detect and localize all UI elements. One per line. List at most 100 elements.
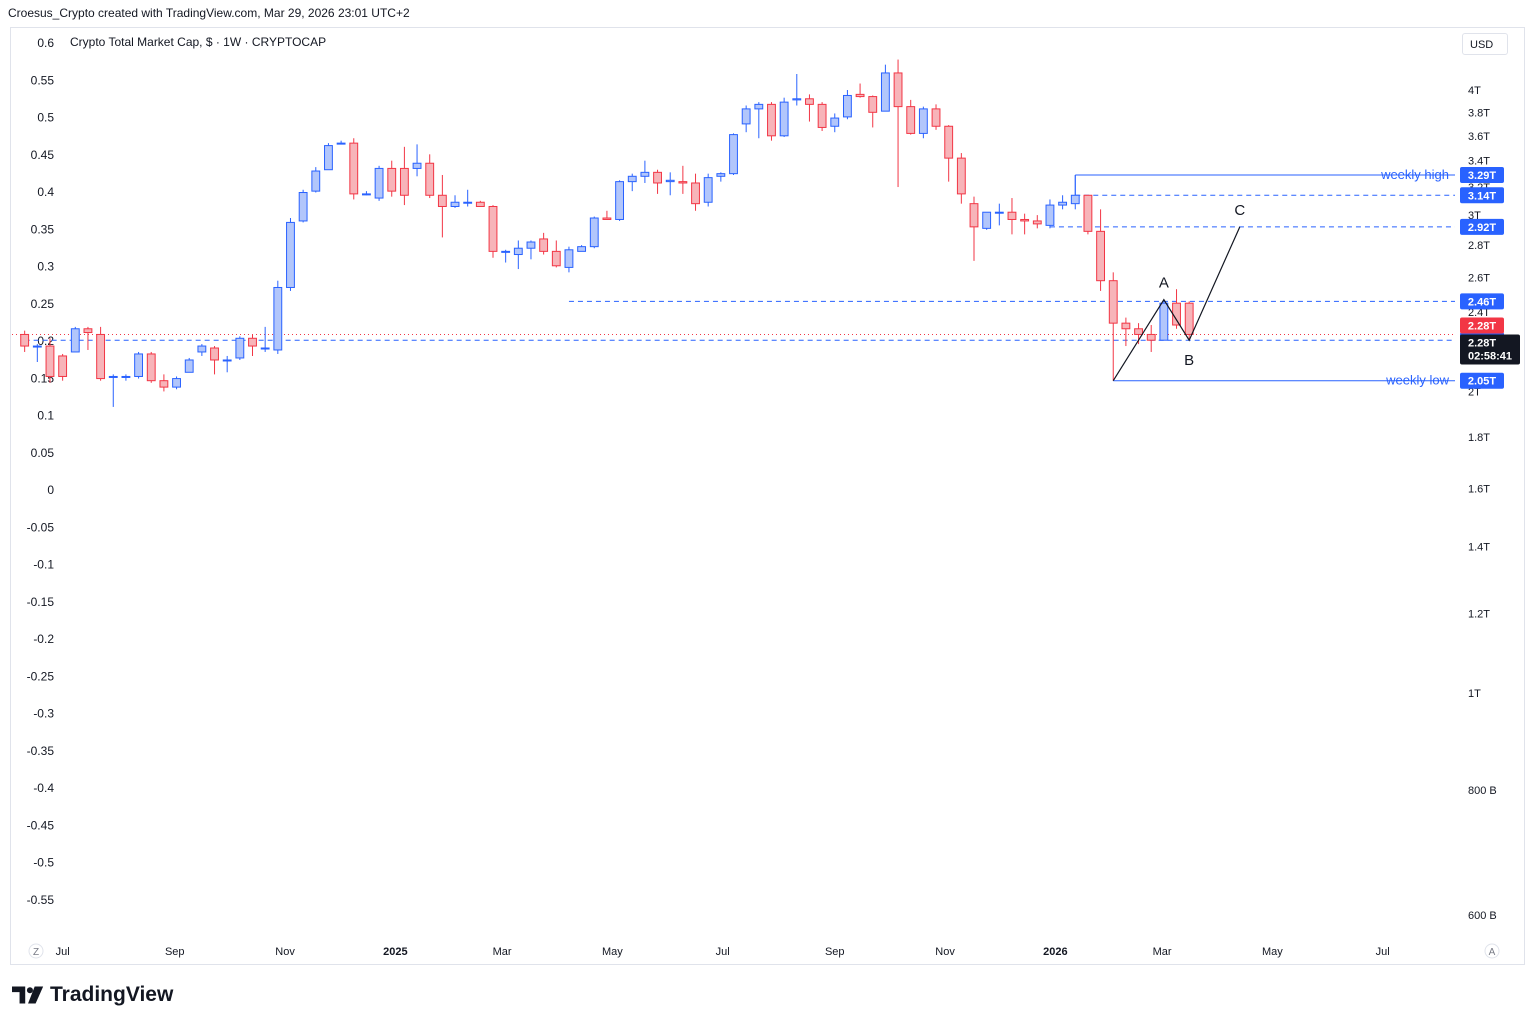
candle[interactable] [336, 140, 346, 145]
candle[interactable] [627, 173, 637, 192]
candle[interactable] [551, 240, 561, 268]
candle[interactable] [298, 189, 308, 223]
candle[interactable] [1020, 213, 1030, 235]
currency-selector[interactable]: USD [1462, 33, 1508, 55]
candle[interactable] [1146, 325, 1156, 352]
candle[interactable] [754, 102, 764, 139]
candle[interactable] [1045, 199, 1055, 229]
candle[interactable] [425, 154, 435, 199]
candle[interactable] [577, 245, 587, 252]
candle[interactable] [1108, 272, 1118, 381]
candle[interactable] [387, 160, 397, 197]
candle[interactable] [678, 165, 688, 194]
candle[interactable] [1032, 215, 1042, 229]
candle[interactable] [956, 153, 966, 204]
candle[interactable] [222, 355, 232, 373]
chart-title[interactable]: Crypto Total Market Cap, $ · 1W · CRYPTO… [70, 35, 327, 49]
candle[interactable] [235, 336, 245, 360]
candle[interactable] [20, 330, 30, 352]
candle[interactable] [1159, 299, 1169, 341]
candle[interactable] [146, 351, 156, 383]
candle[interactable] [564, 246, 574, 273]
candle[interactable] [488, 205, 498, 258]
candle[interactable] [805, 94, 814, 122]
candle[interactable] [868, 95, 878, 128]
candle[interactable] [716, 172, 726, 182]
candle[interactable] [691, 173, 700, 211]
candle[interactable] [589, 216, 599, 249]
horizontal-levels[interactable]: weekly high weekly low [12, 167, 1455, 388]
candle[interactable] [931, 104, 941, 130]
candle[interactable] [1121, 317, 1131, 347]
candle[interactable] [1172, 289, 1181, 329]
candle[interactable] [817, 102, 827, 132]
candle[interactable] [349, 138, 359, 200]
candle[interactable] [653, 169, 662, 194]
candle[interactable] [197, 344, 207, 356]
candle[interactable] [1096, 209, 1106, 291]
candle[interactable] [399, 146, 409, 206]
tradingview-logo[interactable]: TradingView [12, 983, 173, 1007]
candle[interactable] [96, 326, 106, 381]
candle[interactable] [58, 353, 68, 381]
candle[interactable] [539, 232, 549, 255]
candle[interactable] [260, 326, 270, 352]
candle[interactable] [210, 346, 219, 375]
candle[interactable] [463, 189, 473, 207]
candle[interactable] [475, 200, 485, 207]
candle[interactable] [855, 83, 865, 98]
candle[interactable] [830, 113, 840, 133]
auto-scale-left-button[interactable] [28, 943, 44, 959]
candle[interactable] [159, 374, 169, 392]
auto-scale-right-button[interactable] [1484, 943, 1500, 959]
candle[interactable] [640, 160, 650, 183]
candle[interactable] [880, 64, 890, 112]
candle[interactable] [184, 357, 194, 373]
candle[interactable] [83, 326, 93, 350]
candle[interactable] [1007, 198, 1017, 235]
candle[interactable] [1070, 174, 1080, 210]
candle[interactable] [602, 210, 612, 220]
candle[interactable] [779, 97, 789, 138]
wave-path[interactable] [1112, 226, 1241, 382]
time-axis[interactable]: Jul Sep Nov 2025 Mar May Jul Sep Nov 2026 Mar May Ju… [56, 946, 1390, 958]
candle[interactable] [1083, 194, 1093, 235]
candle[interactable] [437, 174, 447, 238]
candle[interactable] [412, 144, 422, 177]
candle[interactable] [944, 125, 954, 182]
candle[interactable] [32, 344, 42, 363]
candle[interactable] [324, 143, 333, 171]
candle[interactable] [513, 240, 523, 270]
candle[interactable] [842, 90, 852, 120]
candle[interactable] [918, 106, 928, 139]
candle[interactable] [741, 105, 751, 133]
candle[interactable] [286, 218, 295, 291]
candle[interactable] [526, 240, 536, 260]
candle[interactable] [665, 172, 675, 196]
candle[interactable] [969, 196, 979, 261]
candle[interactable] [450, 195, 460, 208]
candle[interactable] [172, 376, 181, 390]
candle[interactable] [703, 173, 713, 207]
candle[interactable] [121, 374, 131, 381]
candle[interactable] [792, 73, 802, 106]
candle[interactable] [729, 133, 738, 175]
candle[interactable] [982, 211, 992, 230]
candle[interactable] [108, 374, 118, 407]
candle[interactable] [501, 249, 511, 263]
candle[interactable] [1184, 301, 1194, 341]
candle[interactable] [994, 203, 1004, 226]
candle[interactable] [1058, 195, 1068, 210]
candle[interactable] [248, 334, 257, 356]
candle[interactable] [70, 326, 80, 353]
candle[interactable] [45, 338, 55, 383]
candle[interactable] [311, 167, 321, 193]
candle[interactable] [374, 165, 384, 201]
candle[interactable] [273, 280, 283, 354]
candle[interactable] [361, 191, 371, 196]
abc-wave-drawing[interactable]: A B C [1112, 202, 1245, 382]
candle[interactable] [893, 59, 903, 188]
candle[interactable] [615, 180, 625, 221]
